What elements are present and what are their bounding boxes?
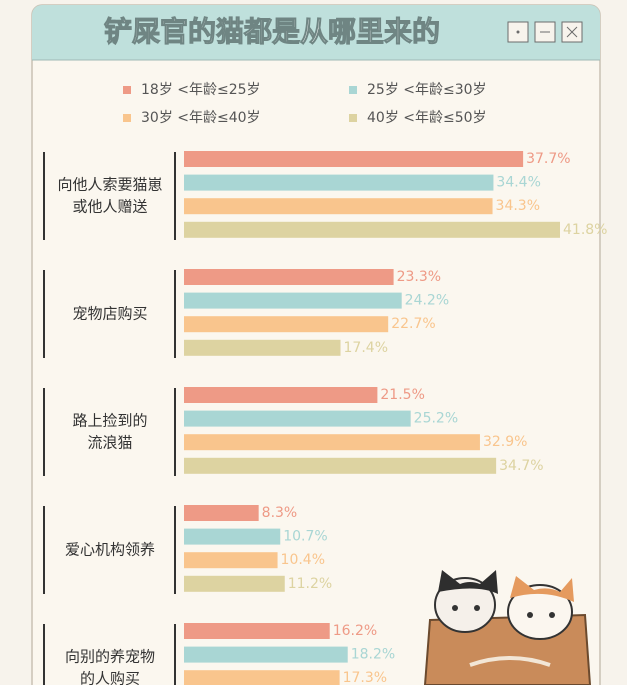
bar (184, 339, 341, 356)
value-label: 17.4% (344, 340, 388, 356)
legend-marker (349, 114, 357, 122)
bar (184, 457, 497, 474)
legend-marker (123, 86, 131, 94)
bar (184, 552, 278, 569)
cat-illustration (423, 570, 592, 685)
legend-label: 30岁 <年龄≤40岁 (141, 110, 261, 126)
bar (184, 434, 480, 451)
legend-marker (349, 86, 357, 94)
value-label: 10.4% (281, 552, 325, 568)
category-label: 流浪猫 (87, 434, 132, 452)
value-label: 34.7% (499, 458, 543, 474)
bar (184, 528, 281, 545)
bar (184, 221, 560, 238)
value-label: 10.7% (283, 529, 327, 545)
value-label: 41.8% (563, 222, 607, 238)
bar (184, 505, 259, 521)
bar (184, 316, 389, 333)
legend-marker (123, 114, 131, 122)
value-label: 17.3% (343, 670, 387, 685)
bar (184, 387, 378, 403)
bar (184, 670, 340, 685)
value-label: 34.4% (496, 175, 540, 191)
category-label: 宠物店购买 (72, 305, 147, 323)
window-buttons (507, 21, 583, 43)
legend-label: 40岁 <年龄≤50岁 (367, 110, 487, 126)
category-label: 或他人赠送 (72, 198, 147, 216)
value-label: 18.2% (351, 647, 395, 663)
bar (184, 410, 411, 427)
value-label: 32.9% (483, 434, 527, 450)
bar (184, 575, 285, 592)
bar (184, 151, 524, 167)
legend-label: 18岁 <年龄≤25岁 (141, 82, 261, 98)
category-label: 路上捡到的 (72, 412, 147, 430)
value-label: 25.2% (414, 411, 458, 427)
category-label: 向他人索要猫崽 (57, 176, 162, 194)
value-label: 8.3% (262, 505, 298, 521)
bar (184, 198, 493, 215)
value-label: 24.2% (405, 293, 449, 309)
value-label: 37.7% (526, 151, 570, 167)
bar (184, 646, 348, 663)
bar (184, 292, 402, 309)
bar (184, 623, 330, 639)
bar (184, 269, 394, 285)
value-label: 16.2% (333, 623, 377, 639)
header-bar (32, 5, 600, 60)
value-label: 21.5% (380, 387, 424, 403)
chart-title: 铲屎官的猫都是从哪里来的 (104, 15, 440, 48)
legend-label: 25岁 <年龄≤30岁 (367, 82, 487, 98)
value-label: 11.2% (288, 576, 332, 592)
value-label: 23.3% (397, 269, 441, 285)
value-label: 22.7% (391, 316, 435, 332)
category-label: 爱心机构领养 (65, 541, 155, 559)
value-label: 34.3% (496, 198, 540, 214)
category-label: 的人购买 (80, 670, 140, 685)
category-label: 向别的养宠物 (65, 648, 155, 666)
bar (184, 174, 494, 191)
